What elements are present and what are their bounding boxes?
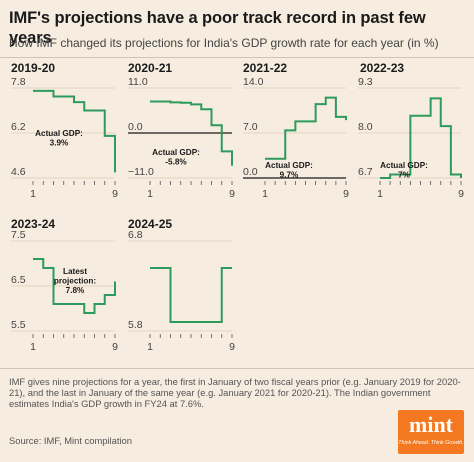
x-tick-label-2020-21-1: 9: [229, 188, 235, 200]
y-tick-label-2020-21-2: −11.0: [128, 166, 154, 178]
annotation-2019-20-1: 3.9%: [50, 139, 69, 148]
series-line-2024-25: [150, 267, 232, 323]
annotation-2021-22-0: Actual GDP:: [265, 161, 313, 170]
annotation-2023-24-2: 7.8%: [66, 286, 85, 295]
y-tick-label-2019-20-0: 7.8: [11, 76, 26, 88]
x-tick-label-2023-24-1: 9: [112, 341, 118, 353]
panel-title-2022-23: 2022-23: [360, 61, 405, 75]
annotation-2021-22-1: 9.7%: [280, 171, 299, 180]
x-tick-label-2024-25-1: 9: [229, 341, 235, 353]
page-title: IMF's projections have a poor track reco…: [9, 9, 426, 47]
annotation-2020-21-0: Actual GDP:: [152, 148, 200, 157]
y-tick-label-2022-23-1: 8.0: [358, 121, 373, 133]
y-tick-label-2022-23-2: 6.7: [358, 166, 373, 178]
annotation-2022-23-0: Actual GDP:: [380, 161, 428, 170]
y-tick-label-2020-21-1: 0.0: [128, 121, 143, 133]
y-tick-label-2021-22-0: 14.0: [243, 76, 264, 88]
annotation-2020-21-1: -5.8%: [165, 158, 187, 167]
series-line-2020-21: [150, 100, 233, 166]
page-subtitle: How IMF changed its projections for Indi…: [9, 36, 439, 50]
series-line-2019-20: [33, 89, 116, 173]
y-tick-label-2023-24-0: 7.5: [11, 229, 26, 241]
divider-bottom: [0, 368, 474, 369]
panel-title-2020-21: 2020-21: [128, 61, 173, 75]
source-note: Source: IMF, Mint compilation: [9, 435, 132, 446]
x-tick-label-2021-22-1: 9: [343, 188, 349, 200]
x-tick-label-2022-23-0: 1: [377, 188, 383, 200]
panel-title-2023-24: 2023-24: [11, 217, 56, 231]
y-tick-label-2020-21-0: 11.0: [128, 76, 148, 88]
logo-tagline: Think Ahead. Think Growth.: [398, 440, 464, 446]
panel-title-2021-22: 2021-22: [243, 61, 288, 75]
y-tick-label-2021-22-1: 7.0: [243, 121, 258, 133]
logo-wordmark: mint: [409, 412, 453, 437]
x-tick-label-2022-23-1: 9: [458, 188, 464, 200]
mint-logo: mint Think Ahead. Think Growth.: [398, 410, 464, 454]
y-tick-label-2023-24-2: 5.5: [11, 319, 26, 331]
annotation-2019-20-0: Actual GDP:: [35, 129, 83, 138]
y-tick-label-2024-25-0: 6.8: [128, 229, 143, 241]
panel-title-2024-25: 2024-25: [128, 217, 173, 231]
annotation-2022-23-1: 7%: [398, 171, 411, 180]
y-tick-label-2021-22-2: 0.0: [243, 166, 258, 178]
series-line-2023-24: [33, 258, 116, 314]
divider-top: [0, 57, 474, 58]
panel-title-2019-20: 2019-20: [11, 61, 56, 75]
y-tick-label-2024-25-1: 5.8: [128, 319, 143, 331]
annotation-2023-24-1: projection:: [54, 277, 96, 286]
x-tick-label-2019-20-1: 9: [112, 188, 118, 200]
x-tick-label-2021-22-0: 1: [262, 188, 268, 200]
x-tick-label-2023-24-0: 1: [30, 341, 36, 353]
methodology-note: IMF gives nine projections for a year, t…: [9, 376, 461, 409]
x-tick-label-2024-25-0: 1: [147, 341, 153, 353]
x-tick-label-2020-21-0: 1: [147, 188, 153, 200]
y-tick-label-2019-20-2: 4.6: [11, 166, 26, 178]
x-tick-label-2019-20-0: 1: [30, 188, 36, 200]
y-tick-label-2019-20-1: 6.2: [11, 121, 26, 133]
series-line-2022-23: [380, 97, 462, 179]
annotation-2023-24-0: Latest: [63, 267, 87, 276]
series-line-2021-22: [265, 96, 347, 160]
y-tick-label-2023-24-1: 6.5: [11, 274, 26, 286]
y-tick-label-2022-23-0: 9.3: [358, 76, 373, 88]
